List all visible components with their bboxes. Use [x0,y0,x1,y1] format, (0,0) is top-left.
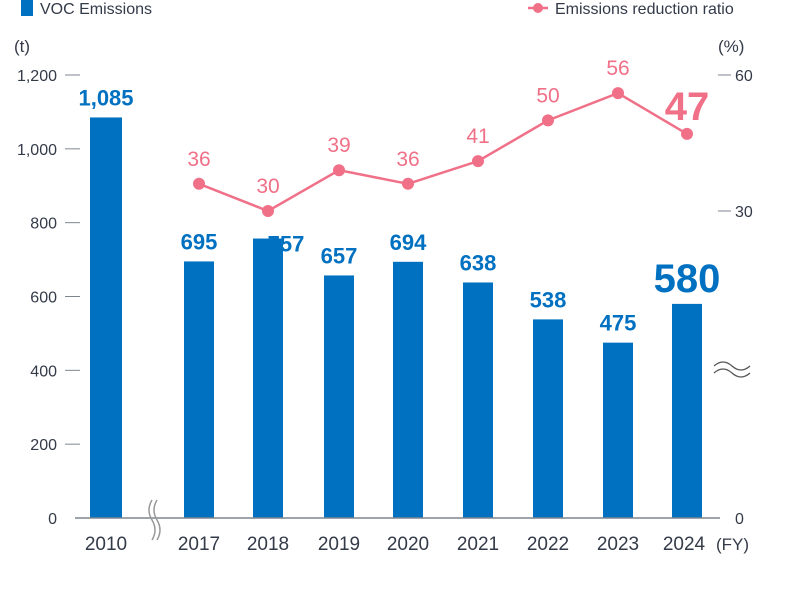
legend-bar-label: VOC Emissions [40,1,152,18]
line-value-label: 36 [187,148,210,171]
line-value-label: 30 [256,175,279,198]
bar-2019 [324,275,354,518]
bar-value-label: 1,085 [78,85,133,110]
bar-2023 [603,342,633,518]
x-tick-label: 2024 [663,534,706,555]
x-tick-label: 2017 [178,534,220,555]
left-tick-label: 200 [30,437,57,454]
x-tick-label: 2010 [85,534,127,555]
line-point-2021 [472,155,484,168]
line-value-label: 50 [536,84,559,107]
bar-value-label: 757 [268,232,305,257]
left-tick-label: 600 [30,290,57,307]
right-tick-label: 30 [735,204,753,221]
right-axis-break-mark [713,361,751,378]
bar-value-label: 695 [181,229,218,254]
bar-2020 [393,261,423,518]
line-value-label: 47 [665,85,710,129]
bar-2017 [184,261,214,518]
line-value-label: 39 [327,134,350,157]
legend-bar-swatch [21,0,33,16]
right-tick-label: 60 [735,68,753,85]
x-tick-label: 2019 [318,534,360,555]
left-tick-label: 400 [30,363,57,380]
bar-2018 [253,238,283,518]
bar-2010 [90,117,122,519]
line-point-2022 [542,114,554,127]
line-value-label: 56 [606,57,629,80]
x-tick-label: 2020 [387,534,429,555]
x-tick-label: 2023 [597,534,639,555]
line-value-label: 36 [396,148,419,171]
left-tick-label: 1,200 [17,68,57,85]
bar-2024 [672,303,702,518]
legend: VOC Emissions Emissions reduction ratio [21,0,734,18]
reduction-ratio-line [198,91,688,213]
line-point-2024 [681,127,693,140]
x-tick-label: 2022 [527,534,569,555]
x-tick-label: 2018 [247,534,289,555]
bar-value-label: 638 [460,250,497,275]
bar-value-label: 538 [530,287,567,312]
bar-value-label: 694 [390,230,427,255]
x-axis-break-mark [148,499,161,541]
legend-line-label: Emissions reduction ratio [555,1,734,18]
line-point-2018 [262,205,274,217]
left-axis-unit: (t) [14,37,30,56]
bar-value-label: 657 [321,243,358,268]
left-tick-label: 800 [30,216,57,233]
right-axis-unit: (%) [718,37,744,56]
bar-value-label: 475 [600,311,637,336]
legend-line-marker [533,3,543,13]
bar-2022 [533,319,563,518]
right-tick-label: 0 [735,511,744,528]
x-tick-label: 2021 [457,534,499,555]
bar-value-label: 580 [654,257,721,301]
line-value-label: 41 [466,125,489,148]
line-point-2019 [333,164,345,177]
line-point-2020 [402,177,414,190]
line-point-2023 [612,87,624,100]
bar-2021 [463,282,493,518]
left-tick-label: 1,000 [17,142,57,159]
line-point-2017 [193,177,205,190]
left-tick-label: 0 [48,511,57,528]
x-axis-unit: (FY) [716,535,749,554]
